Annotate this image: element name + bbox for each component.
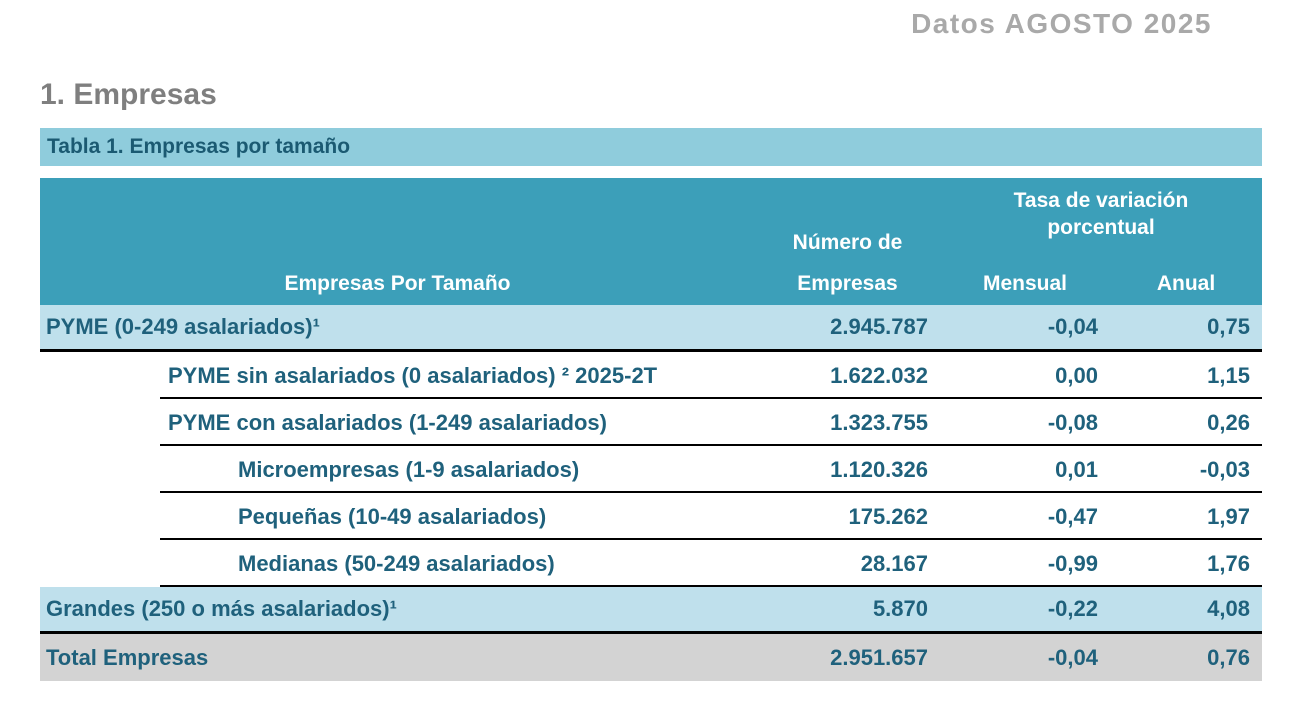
- row-monthly-variation: -0,04: [1047, 314, 1098, 339]
- row-monthly-variation: -0,08: [1047, 409, 1098, 435]
- column-header-number-line2: Empresas: [797, 272, 898, 295]
- table-caption: Tabla 1. Empresas por tamaño: [40, 128, 1262, 166]
- column-group-variation-title: Tasa de variación porcentual: [1013, 189, 1189, 239]
- companies-by-size-table: Empresas Por Tamaño Número de Empresas T…: [40, 178, 1262, 681]
- report-date-watermark: Datos AGOSTO 2025: [911, 8, 1212, 39]
- column-header-number-line1: Número de: [792, 231, 903, 254]
- row-label: PYME (0-249 asalariados)¹: [46, 314, 320, 339]
- table-row-grandes: Grandes (250 o más asalariados)¹ 5.870 -…: [40, 587, 1262, 634]
- column-header-label: Empresas Por Tamaño: [284, 272, 511, 295]
- row-annual-variation: 1,97: [1207, 503, 1250, 529]
- table-row-pequenas: Pequeñas (10-49 asalariados) 175.262 -0,…: [40, 493, 1262, 540]
- row-label: PYME con asalariados (1-249 asalariados): [168, 409, 607, 435]
- table-header: Empresas Por Tamaño Número de Empresas T…: [40, 178, 1262, 305]
- table-row-pyme-sin-asalariados: PYME sin asalariados (0 asalariados) ² 2…: [40, 352, 1262, 399]
- row-label: PYME sin asalariados (0 asalariados) ² 2…: [168, 362, 658, 388]
- row-number-of-companies: 5.870: [872, 596, 928, 621]
- row-annual-variation: -0,03: [1199, 456, 1250, 482]
- column-header-number-of-companies: Número de Empresas: [755, 178, 940, 305]
- row-label: Total Empresas: [46, 644, 209, 670]
- row-annual-variation: 0,75: [1207, 314, 1250, 339]
- row-annual-variation: 0,76: [1207, 644, 1250, 670]
- row-number-of-companies: 2.951.657: [830, 644, 928, 670]
- section-title: 1. Empresas: [40, 78, 217, 111]
- row-monthly-variation: 0,01: [1055, 456, 1098, 482]
- row-annual-variation: 1,15: [1207, 362, 1250, 388]
- row-monthly-variation: -0,99: [1047, 550, 1098, 576]
- table-row-pyme-con-asalariados: PYME con asalariados (1-249 asalariados)…: [40, 399, 1262, 446]
- row-number-of-companies: 1.120.326: [830, 456, 928, 482]
- row-number-of-companies: 1.323.755: [830, 409, 928, 435]
- table-row-total: Total Empresas 2.951.657 -0,04 0,76: [40, 634, 1262, 681]
- row-number-of-companies: 1.622.032: [830, 362, 928, 388]
- row-monthly-variation: -0,22: [1047, 596, 1098, 621]
- row-label: Medianas (50-249 asalariados): [238, 550, 555, 576]
- column-header-annual: Anual: [1156, 272, 1216, 295]
- row-annual-variation: 4,08: [1207, 596, 1250, 621]
- column-header-monthly: Mensual: [982, 272, 1068, 295]
- row-label: Pequeñas (10-49 asalariados): [238, 503, 547, 529]
- row-number-of-companies: 175.262: [848, 503, 928, 529]
- row-annual-variation: 1,76: [1207, 550, 1250, 576]
- table-row-pyme: PYME (0-249 asalariados)¹ 2.945.787 -0,0…: [40, 305, 1262, 352]
- row-number-of-companies: 28.167: [860, 550, 928, 576]
- table-row-medianas: Medianas (50-249 asalariados) 28.167 -0,…: [40, 540, 1262, 587]
- column-group-variation: Tasa de variación porcentual Mensual Anu…: [940, 178, 1262, 305]
- row-label: Microempresas (1-9 asalariados): [238, 456, 580, 482]
- table-row-microempresas: Microempresas (1-9 asalariados) 1.120.32…: [40, 446, 1262, 493]
- row-monthly-variation: -0,04: [1047, 644, 1098, 670]
- row-monthly-variation: 0,00: [1055, 362, 1098, 388]
- row-number-of-companies: 2.945.787: [830, 314, 928, 339]
- row-label: Grandes (250 o más asalariados)¹: [46, 596, 397, 621]
- row-annual-variation: 0,26: [1207, 409, 1250, 435]
- row-monthly-variation: -0,47: [1047, 503, 1098, 529]
